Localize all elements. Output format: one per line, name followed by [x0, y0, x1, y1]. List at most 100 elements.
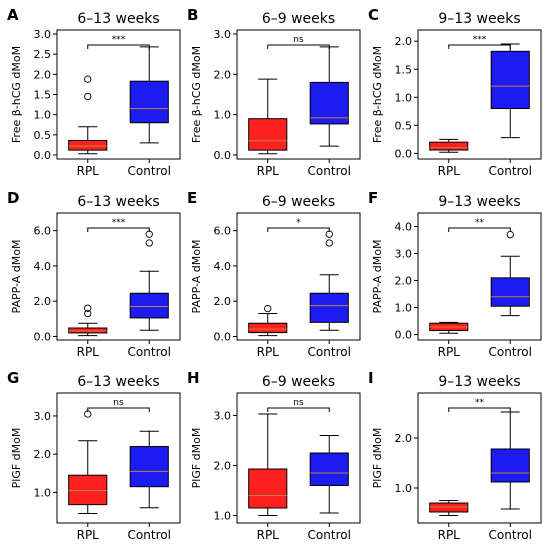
plot-frame	[56, 392, 181, 524]
panel-label: C	[368, 6, 379, 24]
y-axis-label: Free β-hCG dMoM	[371, 46, 384, 143]
x-tick-label: Control	[308, 528, 351, 542]
plot-frame	[417, 29, 542, 160]
iqr-box	[309, 292, 349, 323]
panel-A: A 6–13 weeks Free β-hCG dMoM 0.0 0.5 1.0 1.5 2.…	[7, 6, 181, 178]
panel-title: 6–13 weeks	[77, 11, 159, 27]
y-tick-label: 1.0	[214, 109, 232, 122]
box-control	[129, 430, 169, 509]
box-control	[309, 435, 349, 514]
panel-I: I 9–13 weeks PlGF dMoM 1.0 2.0 RPL Control **	[368, 369, 542, 542]
box-rpl	[68, 75, 108, 155]
x-tick-label: RPL	[438, 345, 461, 359]
plot-frame	[417, 212, 542, 341]
y-tick-label: 2.0	[395, 275, 413, 288]
iqr-box	[68, 139, 108, 151]
iqr-box	[129, 446, 169, 488]
y-tick-label: 4.0	[395, 221, 413, 234]
y-axis-label: PAPP-A dMoM	[10, 240, 23, 314]
box-rpl	[248, 413, 288, 516]
panel-H: H 6–9 weeks PlGF dMoM 1.0 2.0 3.0 RPL Control ns	[187, 369, 361, 542]
outlier-point	[84, 75, 92, 83]
plot-frame	[236, 392, 361, 524]
x-tick-label: Control	[489, 164, 532, 178]
y-tick-label: 3.0	[34, 410, 52, 423]
significance-bracket: *	[267, 218, 330, 232]
y-tick-label: 4.0	[34, 260, 52, 273]
x-tick-label: RPL	[257, 528, 280, 542]
y-tick-label: 3.0	[214, 28, 232, 41]
plot-frame	[236, 29, 361, 160]
significance-bracket: **	[448, 218, 511, 232]
panel-title: 6–9 weeks	[262, 194, 335, 210]
iqr-box	[490, 448, 530, 483]
iqr-box	[248, 468, 288, 509]
y-tick-label: 0.5	[395, 119, 413, 132]
significance-bracket: ns	[87, 398, 150, 412]
x-tick-label: Control	[489, 345, 532, 359]
significance-label: *	[296, 218, 301, 228]
iqr-box	[248, 322, 288, 334]
x-tick-label: Control	[308, 345, 351, 359]
x-tick-label: RPL	[438, 164, 461, 178]
significance-label: ns	[113, 398, 124, 408]
y-tick-label: 0.5	[34, 129, 52, 142]
significance-bracket: ***	[87, 35, 150, 49]
box-rpl	[429, 500, 469, 516]
panel-title: 6–13 weeks	[77, 194, 159, 210]
iqr-box	[129, 80, 169, 124]
panel-label: F	[368, 189, 378, 207]
significance-label: ***	[112, 35, 126, 45]
box-control	[129, 46, 169, 144]
y-axis-label: Free β-hCG dMoM	[10, 46, 23, 143]
x-tick-label: Control	[128, 164, 171, 178]
panel-B: B 6–9 weeks Free β-hCG dMoM 0.0 1.0 2.0 3.0 RPL…	[187, 6, 361, 178]
y-tick-label: 2.0	[34, 68, 52, 81]
significance-label: ns	[293, 35, 304, 45]
bracket-line	[448, 407, 511, 412]
y-tick-label: 3.0	[395, 248, 413, 261]
y-tick-label: 0.0	[214, 330, 232, 343]
outlier-point	[84, 304, 92, 312]
outlier-point	[84, 309, 92, 318]
y-tick-label: 2.0	[34, 448, 52, 461]
iqr-box	[309, 81, 349, 125]
bracket-line	[448, 44, 511, 49]
panel-title: 9–13 weeks	[438, 194, 520, 210]
significance-bracket: ***	[87, 218, 150, 232]
panel-label: E	[187, 189, 197, 207]
iqr-box	[309, 452, 349, 486]
y-tick-label: 3.0	[214, 410, 232, 423]
y-tick-label: 0.0	[34, 149, 52, 162]
y-tick-label: 1.0	[395, 302, 413, 315]
panel-title: 6–13 weeks	[77, 374, 159, 390]
significance-bracket: ns	[267, 398, 330, 412]
bracket-line	[87, 227, 150, 232]
outlier-point	[325, 239, 333, 247]
y-tick-label: 1.0	[395, 91, 413, 104]
y-tick-label: 0.0	[214, 149, 232, 162]
y-tick-label: 0.0	[395, 147, 413, 160]
x-tick-label: RPL	[438, 528, 461, 542]
panel-label: G	[7, 369, 19, 387]
panel-label: A	[7, 6, 19, 24]
bracket-line	[267, 227, 330, 232]
panel-title: 6–9 weeks	[262, 11, 335, 27]
significance-bracket: ***	[448, 35, 511, 49]
iqr-box	[429, 141, 469, 151]
panel-F: F 9–13 weeks PAPP-A dMoM 0.0 1.0 2.0 3.0 4.0 RPL…	[368, 189, 542, 359]
outlier-point	[84, 92, 92, 101]
y-tick-label: 2.0	[214, 68, 232, 81]
y-axis-label: PlGF dMoM	[190, 428, 203, 489]
box-rpl	[429, 321, 469, 334]
box-control	[490, 43, 530, 139]
plot-frame	[56, 212, 181, 341]
bracket-line	[87, 44, 150, 49]
y-tick-label: 3.0	[34, 28, 52, 41]
y-tick-label: 1.0	[34, 109, 52, 122]
iqr-box	[490, 50, 530, 110]
outlier-point	[145, 239, 153, 247]
box-control	[309, 46, 349, 147]
box-control	[490, 230, 530, 317]
box-control	[129, 230, 169, 331]
